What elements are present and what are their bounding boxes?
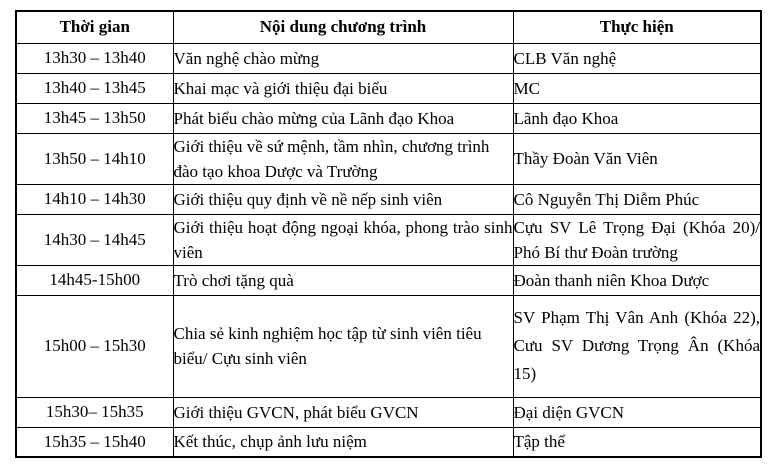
table-row: 14h45-15h00 Trò chơi tặng quà Đoàn thanh… (15, 264, 762, 296)
content-cell: Kết thúc, chụp ảnh lưu niệm (172, 426, 514, 458)
time-cell: 13h40 – 13h45 (15, 72, 174, 104)
time-cell: 13h30 – 13h40 (15, 42, 174, 74)
performer-cell: Thầy Đoàn Văn Viên (512, 132, 762, 185)
content-cell: Trò chơi tặng quà (172, 264, 514, 296)
content-cell: Giới thiệu hoạt động ngoại khóa, phong t… (172, 213, 514, 266)
content-cell: Chia sẻ kinh nghiệm học tập từ sinh viên… (172, 294, 514, 398)
time-cell: 15h00 – 15h30 (15, 294, 174, 398)
content-cell: Giới thiệu về sứ mệnh, tầm nhìn, chương … (172, 132, 514, 185)
performer-cell: Cựu SV Lê Trọng Đại (Khóa 20)/ Phó Bí th… (512, 213, 762, 266)
performer-cell: Tập thể (512, 426, 762, 458)
time-cell: 13h50 – 14h10 (15, 132, 174, 185)
content-cell: Phát biểu chào mừng của Lãnh đạo Khoa (172, 102, 514, 134)
time-cell: 15h30– 15h35 (15, 396, 174, 428)
document-page: Thời gian Nội dung chương trình Thực hiệ… (15, 10, 762, 458)
time-cell: 14h30 – 14h45 (15, 213, 174, 266)
performer-cell: Đại diện GVCN (512, 396, 762, 428)
content-cell: Văn nghệ chào mừng (172, 42, 514, 74)
performer-cell: Lãnh đạo Khoa (512, 102, 762, 134)
performer-cell: SV Phạm Thị Vân Anh (Khóa 22), Cưu SV Dư… (512, 294, 762, 398)
table-row: 14h10 – 14h30 Giới thiệu quy định về nề … (15, 183, 762, 215)
content-cell: Giới thiệu quy định về nề nếp sinh viên (172, 183, 514, 215)
performer-cell: MC (512, 72, 762, 104)
table-row: 13h45 – 13h50 Phát biểu chào mừng của Lã… (15, 102, 762, 134)
header-row: Thời gian Nội dung chương trình Thực hiệ… (15, 10, 762, 44)
table-row: 15h35 – 15h40 Kết thúc, chụp ảnh lưu niệ… (15, 426, 762, 458)
table-row: 15h00 – 15h30 Chia sẻ kinh nghiệm học tậ… (15, 294, 762, 398)
table-row: 15h30– 15h35 Giới thiệu GVCN, phát biểu … (15, 396, 762, 428)
table-row: 13h30 – 13h40 Văn nghệ chào mừng CLB Văn… (15, 42, 762, 74)
header-time: Thời gian (15, 10, 174, 44)
table-row: 13h50 – 14h10 Giới thiệu về sứ mệnh, tầm… (15, 132, 762, 185)
content-cell: Giới thiệu GVCN, phát biểu GVCN (172, 396, 514, 428)
performer-cell: Cô Nguyễn Thị Diễm Phúc (512, 183, 762, 215)
performer-cell: CLB Văn nghệ (512, 42, 762, 74)
table-row: 14h30 – 14h45 Giới thiệu hoạt động ngoại… (15, 213, 762, 266)
schedule-table: Thời gian Nội dung chương trình Thực hiệ… (15, 10, 762, 458)
header-content: Nội dung chương trình (172, 10, 514, 44)
time-cell: 13h45 – 13h50 (15, 102, 174, 134)
time-cell: 14h45-15h00 (15, 264, 174, 296)
time-cell: 14h10 – 14h30 (15, 183, 174, 215)
performer-cell: Đoàn thanh niên Khoa Dược (512, 264, 762, 296)
time-cell: 15h35 – 15h40 (15, 426, 174, 458)
content-cell: Khai mạc và giới thiệu đại biểu (172, 72, 514, 104)
table-row: 13h40 – 13h45 Khai mạc và giới thiệu đại… (15, 72, 762, 104)
header-performer: Thực hiện (512, 10, 762, 44)
